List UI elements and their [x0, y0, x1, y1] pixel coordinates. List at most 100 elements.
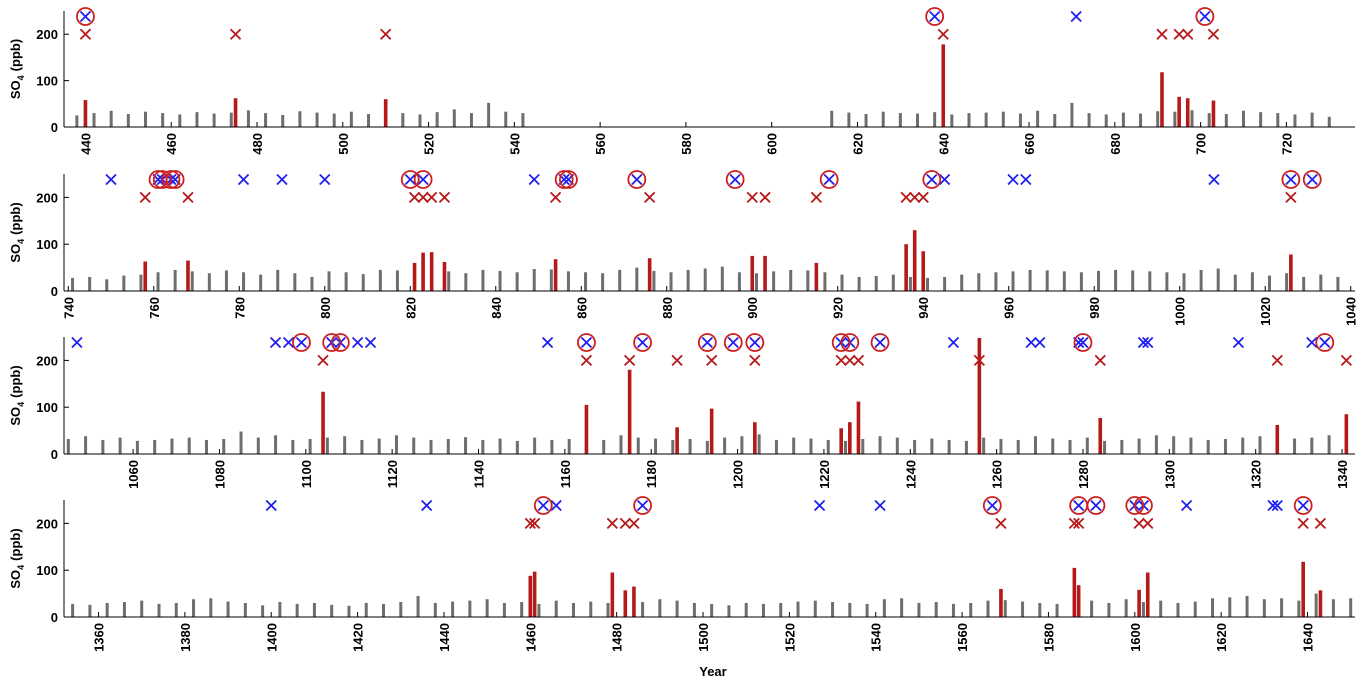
background-bar [502, 602, 506, 617]
event-marker [438, 191, 451, 204]
event-bar [1318, 590, 1323, 617]
detected-marker [1208, 173, 1220, 186]
background-bar [1154, 435, 1158, 454]
detected-marker [1306, 173, 1318, 186]
background-bar [618, 269, 622, 291]
detected-marker [929, 10, 941, 23]
matched-marker [413, 170, 433, 189]
background-bar [891, 274, 895, 291]
x-tick-label: 1080 [212, 460, 227, 489]
background-bar [259, 274, 263, 291]
x-tick-label: 640 [936, 133, 951, 155]
x-tick-label: 1540 [869, 623, 884, 652]
matched-marker [697, 333, 717, 352]
event-bar [856, 401, 861, 454]
background-bar [1139, 113, 1143, 127]
x-tick-label: 520 [422, 133, 437, 155]
matched-marker [161, 170, 181, 189]
x-tick-label: 700 [1194, 133, 1209, 155]
background-bar [533, 437, 537, 454]
x-tick-label: 1020 [1258, 297, 1273, 326]
background-bar [88, 276, 92, 291]
detected-marker [1306, 336, 1318, 349]
x-tick-label: 1400 [264, 623, 279, 652]
x-tick-label: 900 [745, 297, 760, 319]
background-bar [550, 439, 554, 454]
event-bar [442, 261, 447, 291]
background-bar [840, 274, 844, 291]
event-marker [1173, 28, 1185, 40]
event-marker [408, 191, 421, 204]
event-marker [1285, 191, 1297, 204]
detected-marker [282, 336, 295, 349]
background-bar [635, 267, 639, 291]
detected-marker [874, 499, 886, 512]
background-bar [1087, 113, 1091, 127]
x-tick-label: 1520 [782, 623, 797, 652]
background-bar [809, 438, 813, 454]
background-bar [1293, 438, 1297, 454]
background-bar [1156, 111, 1160, 127]
matched-marker [1281, 170, 1301, 189]
background-bar [1268, 275, 1272, 291]
background-bar [1018, 113, 1022, 127]
background-bar [703, 268, 707, 291]
background-bar [567, 439, 571, 454]
detected-marker [636, 336, 649, 349]
background-bar [1285, 273, 1289, 291]
background-bar [1079, 272, 1083, 291]
matched-marker [627, 170, 647, 189]
background-bar [1310, 112, 1314, 127]
background-bar [636, 437, 640, 454]
event-marker [1068, 517, 1080, 530]
background-bar [601, 273, 605, 291]
x-tick-label: 620 [850, 133, 865, 155]
x-tick-label: 880 [660, 297, 675, 319]
x-tick-label: 980 [1087, 297, 1102, 319]
event-marker [182, 191, 194, 204]
background-bar [779, 602, 783, 617]
background-bar [740, 436, 744, 454]
background-bar [761, 603, 765, 617]
detected-marker [265, 499, 277, 512]
background-bar [1021, 601, 1025, 617]
background-bar [308, 439, 312, 454]
detected-marker [1090, 499, 1102, 512]
event-bar [143, 261, 148, 291]
event-bar [186, 260, 190, 291]
detected-marker [1142, 336, 1154, 349]
x-tick-label: 1200 [731, 460, 746, 489]
detected-marker [79, 10, 92, 23]
event-marker [549, 191, 562, 204]
background-bar [1001, 111, 1005, 127]
background-bar [229, 112, 233, 127]
event-bar [1275, 424, 1280, 454]
background-bar [412, 437, 416, 454]
detected-marker [541, 336, 554, 349]
event-bar [848, 422, 852, 454]
background-bar [1207, 113, 1211, 127]
background-bar [566, 271, 570, 291]
x-tick-label: 1580 [1041, 623, 1056, 652]
background-bar [602, 439, 606, 454]
background-bar [830, 110, 834, 127]
x-tick-label: 960 [1002, 297, 1017, 319]
matched-marker [1125, 496, 1145, 515]
background-bar [361, 274, 365, 291]
event-marker [619, 517, 631, 530]
background-bar [554, 600, 558, 617]
event-bar [1301, 561, 1305, 617]
background-bar [532, 269, 536, 291]
x-tick-label: 580 [679, 133, 694, 155]
x-tick-label: 1180 [644, 460, 659, 488]
detected-marker [237, 173, 250, 186]
background-bar [88, 604, 92, 617]
detected-marker [71, 336, 83, 349]
event-bar [753, 422, 757, 454]
background-bar [1262, 599, 1266, 617]
event-marker [844, 354, 856, 367]
detected-marker [1020, 173, 1032, 186]
x-tick-label: 1040 [1344, 297, 1359, 326]
detected-marker [749, 336, 761, 349]
event-marker [139, 191, 151, 204]
